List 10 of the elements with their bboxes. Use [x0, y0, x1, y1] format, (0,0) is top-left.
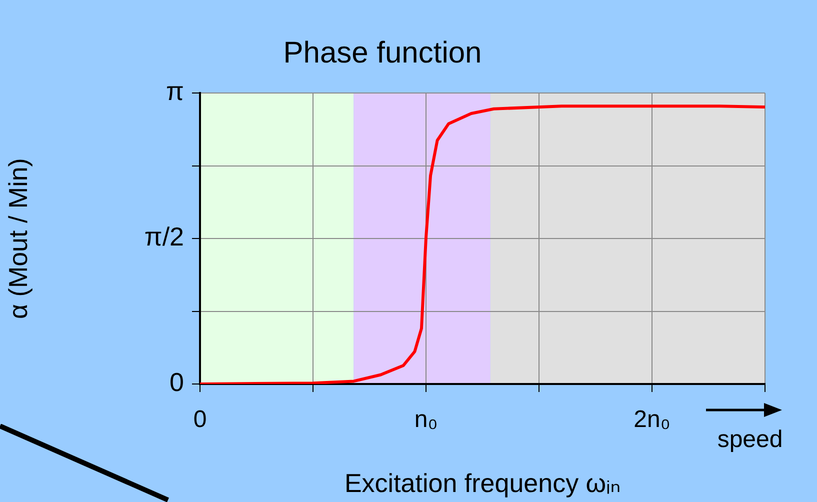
y-tick-label: π/2 [144, 222, 184, 252]
chart-title: Phase function [283, 36, 482, 70]
x-tick-label: 2n₀ [634, 406, 670, 434]
x-tick-label: n₀ [414, 406, 438, 434]
x-tick-label: 0 [193, 406, 207, 434]
y-tick-label: π [166, 76, 184, 106]
y-tick-label: 0 [170, 367, 184, 398]
y-axis-title: α (Mout / Min) [2, 158, 33, 319]
text: speed [717, 426, 783, 453]
x-axis-title: Excitation frequency ωᵢₙ [344, 468, 621, 498]
